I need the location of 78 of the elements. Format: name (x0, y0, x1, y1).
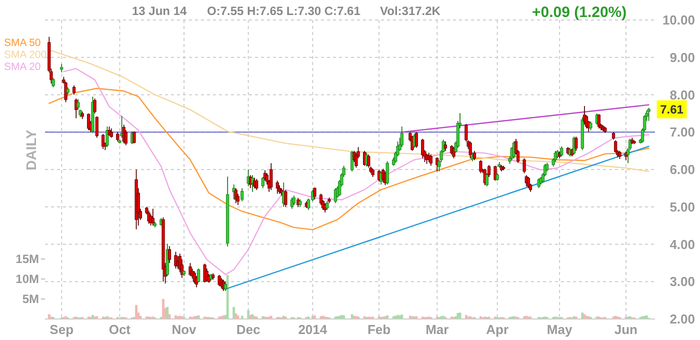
candlestick (95, 116, 98, 138)
candlestick (132, 130, 136, 144)
y-tick-label: 8.00 (670, 87, 695, 102)
y-tick-label: 9.00 (670, 50, 695, 65)
candlestick (261, 176, 264, 189)
candlestick (400, 126, 404, 148)
bar (162, 299, 164, 319)
candlestick (313, 186, 316, 200)
candlestick (168, 246, 172, 264)
x-tick-label: Jun (614, 322, 638, 337)
candlestick (537, 178, 540, 189)
y-tick-label: 6.00 (670, 162, 695, 178)
candlestick (524, 174, 528, 187)
candlestick (108, 126, 111, 136)
y-tick-label: 4.00 (670, 236, 695, 252)
y-tick-label: 2.00 (670, 312, 695, 327)
candlestick (220, 277, 223, 289)
candlestick (574, 136, 578, 152)
annotation: +0.09 (1.20%) (532, 4, 627, 21)
y-tick-label: 5.00 (670, 199, 695, 214)
x-tick-label: Sep (50, 322, 74, 337)
bar (232, 307, 236, 319)
bar (96, 316, 98, 319)
candlestick (122, 124, 126, 144)
candlestick (52, 77, 55, 88)
candlestick (224, 281, 228, 292)
candlestick (485, 172, 488, 187)
candlestick (292, 195, 296, 206)
candlestick (522, 158, 526, 174)
candlestick (614, 140, 618, 154)
candlestick (106, 126, 109, 148)
text: O:7.55 H:7.65 L:7.30 C:7.61 (207, 4, 361, 18)
candlestick (560, 146, 564, 157)
candlestick (72, 84, 76, 96)
text: SMA 20 (4, 61, 41, 73)
text: SMA 50 (4, 37, 41, 49)
candlestick (597, 114, 601, 129)
candlestick (110, 128, 113, 138)
candlestick (93, 98, 96, 114)
candlestick (240, 188, 244, 202)
line-series (63, 68, 650, 276)
bar (135, 305, 138, 319)
x-tick-label: Nov (172, 322, 198, 337)
candlestick (76, 98, 80, 110)
candlestick (429, 154, 432, 166)
candlestick (270, 162, 273, 191)
x-tick-label: Apr (486, 322, 509, 337)
candlestick (116, 132, 120, 142)
text: DAILY (23, 128, 39, 170)
series-label: SMA 200 (4, 49, 47, 61)
x-tick-label: Mar (426, 322, 449, 337)
x-tick-label: Dec (236, 322, 260, 337)
y-tick-label: 7.00 (670, 124, 695, 140)
candlestick (196, 268, 200, 283)
candlestick (232, 184, 236, 200)
text: Vol:317.2K (380, 4, 441, 18)
y-tick-label: 10.00 (662, 12, 695, 28)
candlestick (174, 251, 178, 269)
bar (400, 314, 404, 319)
line-series (48, 88, 650, 230)
x-tick-label: Oct (108, 322, 132, 337)
y-tick-label: 3.00 (670, 274, 695, 290)
text: 13 Jun 14 (132, 4, 188, 18)
candlestick (414, 132, 418, 148)
x-tick-label: 2014 (298, 322, 328, 337)
annotation: 7.61 (660, 102, 684, 117)
y-tick-label: 15M (16, 252, 40, 266)
y-tick-label: 10M (16, 272, 40, 286)
candlestick (468, 141, 472, 159)
candlestick (386, 160, 389, 185)
x-tick-label: May (546, 322, 573, 337)
y-tick-label: 5M (22, 292, 39, 306)
x-tick-label: Feb (367, 322, 391, 337)
candlestick (284, 190, 288, 208)
candlestick (188, 262, 192, 276)
candlestick (255, 178, 258, 191)
candlestick (444, 141, 447, 152)
candlestick (151, 208, 154, 226)
